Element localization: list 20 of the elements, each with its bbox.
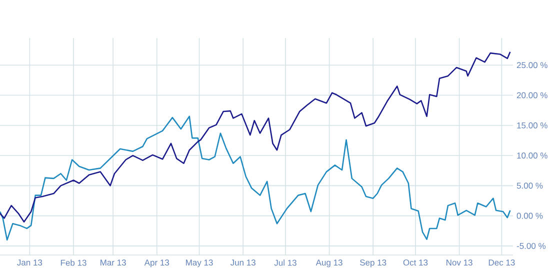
x-tick-label: Oct 13 bbox=[403, 260, 428, 266]
x-tick-label: Apr 13 bbox=[144, 260, 170, 268]
y-tick-label: 20.00 % bbox=[516, 92, 548, 98]
x-tick-label: Feb 13 bbox=[60, 260, 86, 266]
x-tick-label: Dec 13 bbox=[488, 260, 515, 266]
y-tick-label: 15.00 % bbox=[517, 122, 548, 128]
x-tick-label: Jul 13 bbox=[274, 260, 296, 266]
x-tick-label: Sep 13 bbox=[360, 260, 386, 268]
y-tick-label: 10.00 % bbox=[517, 152, 548, 159]
x-tick-label: Aug 13 bbox=[316, 260, 342, 268]
y-tick-label: 5.00 % bbox=[516, 182, 543, 189]
x-tick-label: Mar 13 bbox=[100, 260, 126, 266]
x-tick-label: Nov 13 bbox=[446, 260, 472, 266]
y-tick-label: 25.00 % bbox=[516, 62, 548, 68]
y-tick-label: -5.00 % bbox=[516, 242, 546, 249]
y-tick-label: 0.00 % bbox=[516, 212, 543, 219]
line-series bbox=[0, 51, 511, 222]
x-tick-label: Jun 13 bbox=[230, 260, 256, 266]
x-tick-label: Jan 13 bbox=[17, 260, 42, 266]
x-tick-label: May 13 bbox=[186, 260, 213, 268]
